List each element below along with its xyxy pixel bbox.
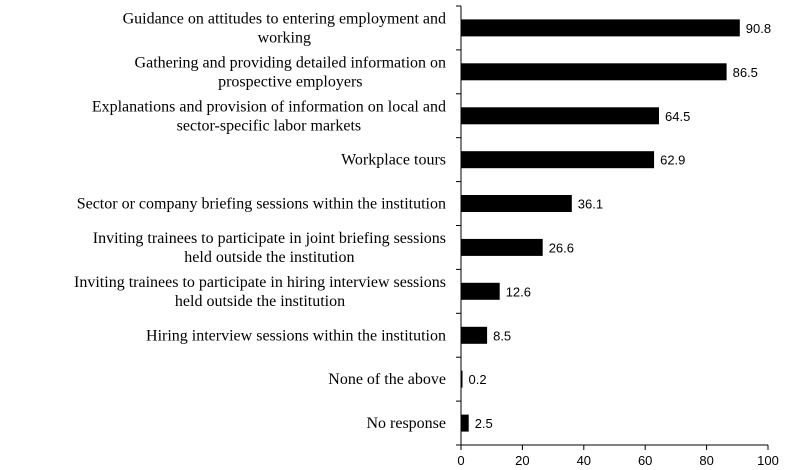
category-label-3-line-0: Workplace tours [341,152,446,169]
x-tick-label-5: 100 [757,453,779,468]
category-label-9-line-0: No response [366,415,446,432]
x-tick-label-2: 40 [577,453,591,468]
category-label-0-line-0: Guidance on attitudes to entering employ… [123,10,446,27]
x-tick-label-4: 80 [699,453,713,468]
x-tick-label-0: 0 [457,453,464,468]
category-label-2-line-0: Explanations and provision of informatio… [92,98,446,115]
value-label-1: 86.5 [733,65,758,80]
category-label-1-line-0: Gathering and providing detailed informa… [135,54,446,71]
value-label-8: 0.2 [469,372,487,387]
category-labels-group: Guidance on attitudes to entering employ… [74,10,446,432]
bar-6 [461,282,500,300]
category-label-1-line-1: prospective employers [218,73,362,90]
bar-2 [461,107,659,125]
x-ticks-group: 0 20 40 60 80 100 [457,445,779,468]
bar-7 [461,326,488,344]
bar-4 [461,195,572,212]
category-label-8-line-0: None of the above [328,371,446,388]
category-label-0-line-1: working [258,30,311,47]
value-label-4: 36.1 [578,197,603,212]
bars-group [461,19,740,432]
bar-3 [461,151,655,169]
category-label-7-line-0: Hiring interview sessions within the ins… [146,327,446,344]
category-label-2-line-1: sector-specific labor markets [177,117,361,134]
x-tick-label-3: 60 [638,453,652,468]
category-label-5-line-1: held outside the institution [184,249,354,266]
bar-1 [461,63,727,81]
axes-group [456,5,768,446]
value-label-6: 12.6 [506,284,531,299]
bar-8 [461,370,463,388]
category-label-6-line-1: held outside the institution [175,293,345,310]
value-labels-group: 90.8 86.5 64.5 62.9 36.1 26.6 12.6 8.5 0.2 2.5 [469,21,772,431]
value-label-9: 2.5 [475,416,493,431]
value-label-5: 26.6 [549,240,574,255]
value-label-0: 90.8 [746,21,771,36]
category-label-5-line-0: Inviting trainees to participate in join… [93,230,446,247]
bar-9 [461,414,469,432]
bar-0 [461,19,740,37]
value-label-3: 62.9 [660,153,685,168]
value-label-7: 8.5 [493,328,511,343]
bar-5 [461,238,543,256]
category-label-6-line-0: Inviting trainees to participate in hiri… [74,274,446,291]
x-tick-label-1: 20 [515,453,529,468]
value-label-2: 64.5 [665,109,690,124]
category-label-4-line-0: Sector or company briefing sessions with… [77,196,446,213]
